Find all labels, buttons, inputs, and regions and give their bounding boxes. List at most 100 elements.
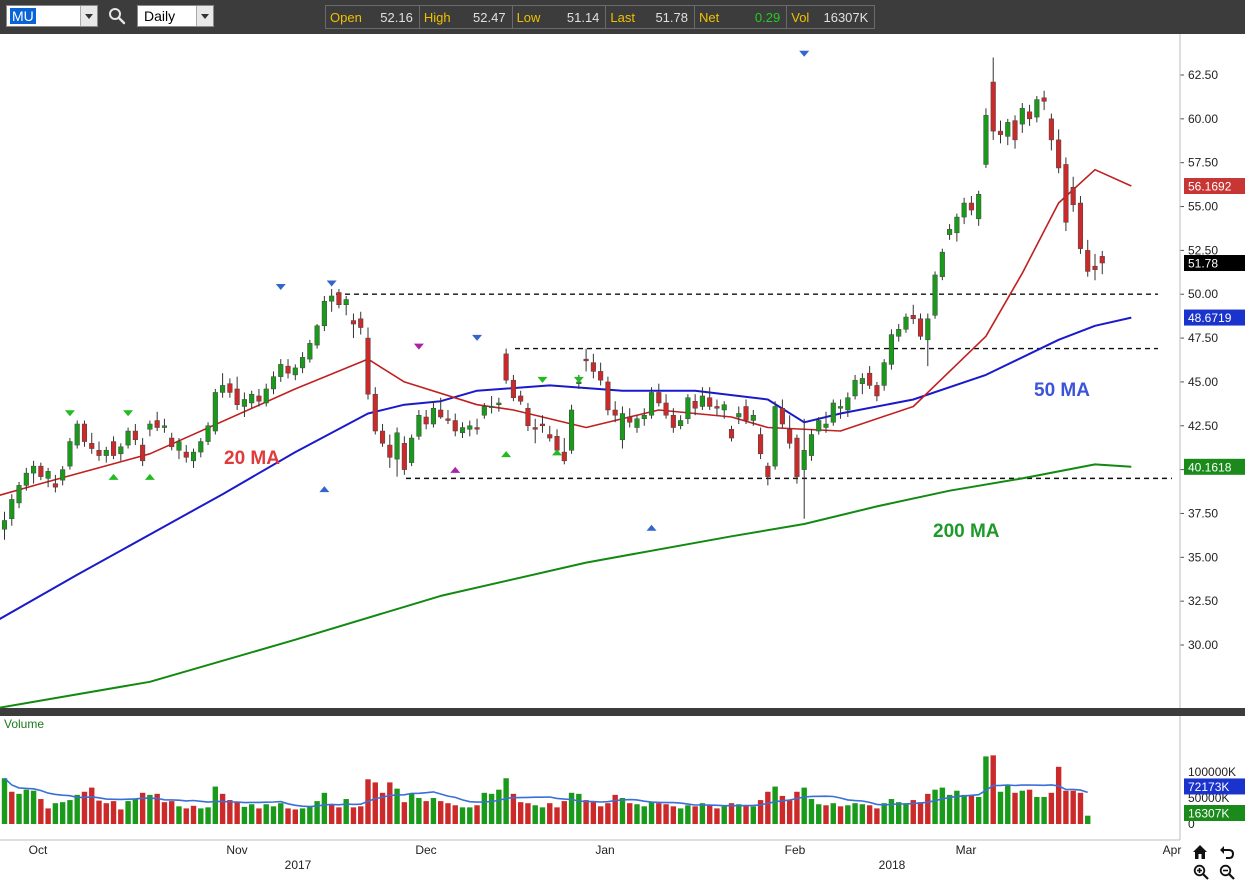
candle-body bbox=[1063, 164, 1069, 223]
y-tick-label: 57.50 bbox=[1188, 156, 1218, 170]
volume-bar bbox=[227, 800, 233, 824]
search-icon[interactable] bbox=[108, 7, 126, 25]
candle bbox=[932, 271, 938, 319]
candle-body bbox=[481, 406, 487, 416]
candle-body bbox=[772, 406, 778, 467]
candle bbox=[1070, 176, 1076, 212]
candle bbox=[220, 373, 226, 398]
volume-bar bbox=[285, 808, 291, 824]
candle-body bbox=[670, 414, 676, 428]
candle bbox=[947, 224, 953, 240]
candle-body bbox=[234, 388, 240, 405]
candle bbox=[765, 462, 771, 486]
candle-body bbox=[365, 337, 371, 395]
candle-body bbox=[212, 392, 218, 432]
candle bbox=[721, 401, 727, 419]
candle bbox=[750, 409, 756, 426]
candle-body bbox=[1092, 265, 1098, 270]
candle-body bbox=[888, 334, 894, 365]
volume-bar bbox=[721, 806, 727, 824]
price-volume-chart[interactable]: 62.50 60.00 57.50 55.00 52.50 50.00 47.50 45.00… bbox=[0, 34, 1245, 881]
candle bbox=[263, 383, 269, 407]
candle-body bbox=[612, 409, 618, 416]
volume-bar bbox=[314, 801, 320, 824]
volume-bar bbox=[954, 790, 960, 824]
candle-body bbox=[1034, 99, 1040, 118]
volume-bar bbox=[706, 805, 713, 824]
candle-body bbox=[569, 409, 575, 451]
candle-body bbox=[968, 202, 974, 211]
volume-bar bbox=[910, 800, 916, 824]
candle bbox=[118, 443, 124, 461]
candle bbox=[423, 409, 429, 430]
volume-bar bbox=[23, 789, 30, 824]
zoom-out-icon[interactable] bbox=[1219, 864, 1235, 880]
candle-body bbox=[845, 397, 851, 411]
candle bbox=[52, 474, 58, 493]
candle bbox=[699, 387, 705, 410]
price-tag-label-ma50: 48.6719 bbox=[1188, 311, 1232, 325]
volume-bar bbox=[430, 798, 437, 824]
candle-body bbox=[619, 413, 626, 441]
candle-body bbox=[678, 420, 684, 427]
candle bbox=[74, 420, 80, 449]
candle bbox=[838, 399, 844, 419]
quote-high: High 52.47 bbox=[420, 6, 513, 28]
candle-body bbox=[779, 407, 785, 425]
volume-bar bbox=[139, 792, 146, 824]
y-tick-label: 62.50 bbox=[1188, 68, 1218, 82]
candle bbox=[132, 424, 138, 446]
volume-bar bbox=[590, 802, 597, 824]
candle bbox=[81, 420, 88, 447]
candle-body bbox=[452, 420, 458, 432]
volume-bar bbox=[677, 808, 684, 824]
candle bbox=[787, 415, 793, 449]
volume-bar bbox=[307, 806, 313, 824]
price-tag-label-ma20: 56.1692 bbox=[1188, 180, 1232, 194]
candle-body bbox=[794, 437, 800, 477]
volume-bar bbox=[852, 803, 858, 824]
candle bbox=[590, 353, 596, 379]
volume-bar bbox=[459, 807, 466, 824]
chevron-down-icon[interactable] bbox=[196, 6, 213, 26]
candle bbox=[845, 392, 851, 417]
undo-icon[interactable] bbox=[1218, 843, 1236, 861]
quote-low-value: 51.14 bbox=[566, 9, 600, 25]
symbol-input[interactable]: MU bbox=[6, 5, 98, 27]
x-year-label: 2018 bbox=[879, 858, 906, 872]
home-icon[interactable] bbox=[1191, 843, 1209, 861]
volume-bar bbox=[45, 808, 51, 824]
volume-tick-label: 100000K bbox=[1188, 765, 1236, 779]
candle bbox=[910, 304, 916, 325]
period-select[interactable]: Daily bbox=[137, 5, 214, 27]
candle-body bbox=[939, 251, 945, 277]
candle bbox=[532, 418, 538, 444]
candle bbox=[641, 408, 647, 426]
volume-ma-line bbox=[3, 777, 1088, 808]
candle-body bbox=[503, 353, 509, 381]
candle bbox=[539, 415, 546, 433]
candle bbox=[314, 324, 320, 349]
chevron-down-icon[interactable] bbox=[80, 6, 97, 26]
candle-body bbox=[314, 325, 320, 346]
candle-body bbox=[525, 407, 531, 427]
candle-body bbox=[401, 443, 407, 470]
volume-bar bbox=[299, 808, 306, 824]
volume-bar bbox=[554, 807, 560, 824]
candle bbox=[409, 434, 415, 467]
candle-body bbox=[183, 451, 189, 458]
volume-last-tag-label: 16307K bbox=[1188, 807, 1229, 821]
candle bbox=[234, 376, 240, 410]
volume-bar bbox=[779, 795, 786, 824]
candle-body bbox=[685, 397, 691, 420]
zoom-in-icon[interactable] bbox=[1193, 864, 1209, 880]
candle-body bbox=[438, 409, 444, 418]
volume-bar bbox=[1077, 792, 1084, 824]
candle bbox=[343, 295, 349, 316]
candle-body bbox=[205, 425, 211, 442]
candle-body bbox=[74, 423, 80, 446]
quote-vol-label: Vol bbox=[791, 9, 810, 25]
candle-body bbox=[699, 395, 705, 407]
volume-bar bbox=[467, 807, 473, 824]
candle bbox=[874, 381, 880, 402]
